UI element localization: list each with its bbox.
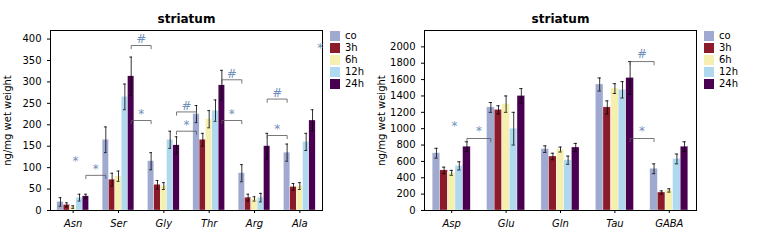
svg-text:#: # (136, 32, 146, 46)
svg-text:150: 150 (22, 140, 41, 151)
svg-text:400: 400 (396, 172, 415, 183)
html-text:24h: 24h (719, 78, 739, 89)
svg-text:Ser: Ser (110, 218, 128, 229)
svg-text:300: 300 (22, 76, 41, 87)
html-text:12h: 12h (345, 66, 365, 77)
svg-text:800: 800 (396, 139, 415, 150)
svg-text:striatum: striatum (532, 12, 590, 26)
svg-text:*: * (476, 124, 482, 138)
html-text:3h: 3h (345, 42, 358, 53)
svg-text:*: * (317, 41, 323, 55)
svg-text:*: * (72, 154, 78, 168)
svg-text:350: 350 (22, 55, 41, 66)
svg-text:Ala: Ala (291, 218, 308, 229)
svg-text:2000: 2000 (390, 41, 415, 52)
html-text:co: co (719, 30, 731, 41)
svg-text:1800: 1800 (390, 57, 415, 68)
svg-text:#: # (181, 99, 191, 113)
svg-text:#: # (272, 86, 282, 100)
svg-text:#: # (637, 47, 647, 61)
svg-text:200: 200 (396, 188, 415, 199)
svg-text:200: 200 (22, 119, 41, 130)
svg-text:ng/mg wet weight: ng/mg wet weight (2, 75, 13, 166)
svg-text:1600: 1600 (390, 74, 415, 85)
html-text:6h: 6h (345, 54, 358, 65)
svg-text:100: 100 (22, 162, 41, 173)
svg-text:400: 400 (22, 33, 41, 44)
html-text:3h: 3h (719, 42, 732, 53)
svg-text:*: * (229, 107, 235, 121)
html-text:24h: 24h (345, 78, 365, 89)
svg-text:600: 600 (396, 156, 415, 167)
svg-text:50: 50 (29, 183, 42, 194)
svg-text:Thr: Thr (201, 218, 218, 229)
svg-text:250: 250 (22, 98, 41, 109)
svg-text:Tau: Tau (606, 218, 624, 229)
svg-text:Arg: Arg (245, 218, 263, 229)
svg-text:*: * (451, 119, 457, 133)
svg-text:Gln: Gln (552, 218, 569, 229)
html-text:co: co (345, 30, 357, 41)
svg-text:Asn: Asn (63, 218, 82, 229)
html-text:12h: 12h (719, 66, 739, 77)
svg-text:Asp: Asp (441, 218, 460, 229)
html-text:6h: 6h (719, 54, 732, 65)
svg-text:*: * (274, 122, 280, 136)
svg-text:0: 0 (35, 205, 41, 216)
svg-text:#: # (227, 67, 237, 81)
svg-text:0: 0 (409, 205, 415, 216)
svg-text:*: * (93, 162, 99, 176)
svg-text:ng/mg wet weight: ng/mg wet weight (376, 75, 387, 166)
svg-text:striatum: striatum (158, 12, 216, 26)
svg-text:Glu: Glu (498, 218, 515, 229)
svg-text:GABA: GABA (655, 218, 683, 229)
svg-text:Gly: Gly (156, 218, 174, 229)
svg-text:*: * (184, 118, 190, 132)
svg-text:1000: 1000 (390, 123, 415, 134)
svg-text:1200: 1200 (390, 107, 415, 118)
svg-text:1400: 1400 (390, 90, 415, 101)
svg-text:*: * (639, 124, 645, 138)
svg-text:*: * (138, 107, 144, 121)
